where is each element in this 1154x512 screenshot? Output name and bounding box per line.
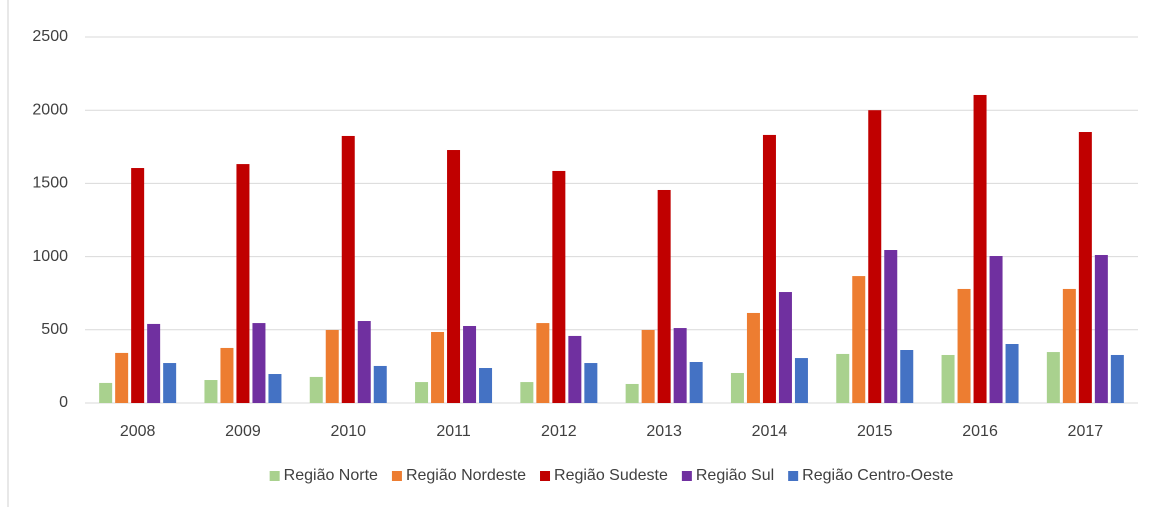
bar [730, 372, 744, 403]
bar [989, 256, 1003, 403]
bar [762, 134, 776, 404]
bar [852, 276, 866, 403]
bar [463, 325, 477, 403]
bar [536, 323, 550, 403]
bar [884, 250, 898, 403]
legend-label: Região Nordeste [406, 467, 526, 484]
bar [447, 150, 461, 403]
bar [641, 329, 655, 403]
bar [957, 288, 971, 403]
x-tick-label: 2009 [225, 423, 261, 440]
bar [479, 368, 493, 403]
legend-label: Região Sul [696, 467, 774, 484]
bar [584, 363, 598, 403]
bar [431, 331, 445, 403]
legend-swatch [269, 471, 280, 481]
y-tick-label: 1500 [32, 175, 68, 192]
y-tick-label: 0 [59, 394, 68, 411]
bar [1046, 352, 1060, 403]
bar [657, 189, 671, 403]
x-tick-label: 2010 [330, 423, 366, 440]
bar [325, 329, 339, 403]
bar [1005, 344, 1019, 403]
bar [357, 321, 371, 403]
bar [794, 358, 808, 403]
bar [520, 382, 534, 403]
bar [1078, 132, 1092, 403]
bar [552, 170, 566, 403]
y-tick-label: 2500 [32, 28, 68, 45]
bar [115, 352, 129, 403]
bar [689, 362, 703, 403]
legend-label: Região Norte [284, 467, 378, 484]
bar [1062, 288, 1076, 403]
bar [131, 168, 145, 403]
bar [568, 335, 582, 403]
bar [1110, 354, 1124, 403]
bar [309, 376, 323, 403]
bar [268, 374, 282, 403]
bar [373, 365, 387, 403]
legend-swatch [681, 471, 692, 481]
y-tick-label: 2000 [32, 101, 68, 118]
x-tick-label: 2012 [541, 423, 577, 440]
x-tick-label: 2016 [962, 423, 998, 440]
x-tick-label: 2017 [1068, 423, 1104, 440]
bar [341, 135, 355, 403]
bar [836, 353, 850, 403]
bar [147, 323, 161, 403]
bar [204, 380, 218, 403]
legend-label: Região Sudeste [554, 467, 668, 484]
bar [941, 354, 955, 403]
x-tick-label: 2014 [752, 423, 788, 440]
legend-swatch [788, 471, 799, 481]
bar [746, 312, 760, 403]
bar [252, 323, 266, 403]
bar [220, 347, 234, 403]
bar [163, 363, 177, 403]
bar [625, 383, 639, 403]
legend-label: Região Centro-Oeste [802, 467, 953, 484]
bar [236, 164, 250, 403]
bar [99, 382, 113, 403]
bar [1094, 254, 1108, 403]
x-tick-label: 2013 [646, 423, 682, 440]
x-tick-label: 2011 [436, 423, 471, 440]
legend-swatch [391, 471, 402, 481]
bar [973, 94, 987, 404]
bar [900, 350, 914, 403]
bar [778, 292, 792, 403]
bar [415, 382, 429, 403]
legend-swatch [540, 471, 551, 481]
y-tick-label: 1000 [32, 248, 68, 265]
x-tick-label: 2015 [857, 423, 893, 440]
y-tick-label: 500 [41, 321, 68, 338]
bar [673, 328, 687, 403]
x-tick-label: 2008 [120, 423, 156, 440]
bar [868, 110, 882, 403]
